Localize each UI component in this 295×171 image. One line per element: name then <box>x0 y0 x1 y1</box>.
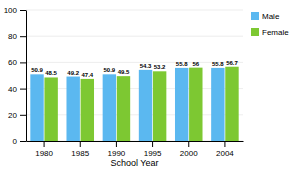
data-label: 53.2 <box>154 64 166 70</box>
tick-label: 2000 <box>180 149 198 158</box>
legend-label: Male <box>262 12 280 21</box>
tick-mark <box>20 10 26 11</box>
tick: 1995 <box>144 141 162 158</box>
legend-item: Male <box>251 12 280 21</box>
tick-mark <box>44 141 45 147</box>
tick: 20 <box>8 111 26 120</box>
tick: 80 <box>8 32 26 41</box>
legend-label: Female <box>262 28 289 37</box>
grid-line <box>26 10 243 11</box>
data-label: 50.9 <box>104 67 116 73</box>
legend-swatch <box>251 28 259 36</box>
data-label: 50.9 <box>31 67 43 73</box>
tick: 1990 <box>108 141 126 158</box>
data-label: 49.5 <box>118 69 130 75</box>
data-label: 47.4 <box>81 72 93 78</box>
bar <box>189 68 202 141</box>
legend-item: Female <box>251 28 289 37</box>
bar <box>81 79 94 141</box>
tick: 2000 <box>180 141 198 158</box>
tick-mark <box>116 141 117 147</box>
bar <box>44 77 57 141</box>
tick-mark <box>20 36 26 37</box>
tick-label: 60 <box>8 58 17 67</box>
tick-mark <box>20 89 26 90</box>
data-label: 48.5 <box>45 70 57 76</box>
tick: 100 <box>4 6 26 15</box>
bar <box>30 74 43 141</box>
data-labels: 50.9 49.2 50.9 54.3 55.8 55.8 48.5 47.4 49.5 53.2… <box>31 60 238 78</box>
data-label: 55.8 <box>212 61 224 67</box>
tick-mark <box>20 141 26 142</box>
axis-line <box>26 11 27 142</box>
legend-swatch <box>251 12 259 20</box>
data-label: 55.8 <box>176 61 188 67</box>
x-axis: 1980 1985 1990 1995 2000 2004 <box>27 141 244 158</box>
tick-mark <box>20 115 26 116</box>
tick-label: 40 <box>8 85 17 94</box>
bar <box>225 67 238 141</box>
grid-line <box>26 36 243 37</box>
chart: 50.9 49.2 50.9 54.3 55.8 55.8 48.5 47.4 49.5 53.2… <box>0 0 295 171</box>
bar <box>175 68 188 141</box>
grid-line <box>26 62 243 63</box>
tick-mark <box>188 141 189 147</box>
tick: 1985 <box>71 141 89 158</box>
bars <box>30 67 238 141</box>
axis-line <box>27 141 244 142</box>
tick: 1980 <box>35 141 53 158</box>
chart-container: 50.9 49.2 50.9 54.3 55.8 55.8 48.5 47.4 49.5 53.2… <box>0 0 295 171</box>
bar <box>211 68 224 141</box>
data-label: 49.2 <box>67 70 79 76</box>
data-label: 54.3 <box>140 63 152 69</box>
tick-mark <box>224 141 225 147</box>
tick: 40 <box>8 85 26 94</box>
tick-label: 1995 <box>144 149 162 158</box>
tick-label: 1985 <box>71 149 89 158</box>
bar <box>103 74 116 141</box>
bar <box>117 76 130 141</box>
legend: Male Female <box>251 12 289 37</box>
tick-label: 100 <box>4 6 18 15</box>
tick: 0 <box>13 137 26 146</box>
tick-label: 0 <box>13 137 18 146</box>
grid-line <box>26 114 243 115</box>
bar-series <box>30 68 224 141</box>
bar <box>66 77 79 141</box>
tick-mark <box>80 141 81 147</box>
tick: 2004 <box>216 141 234 158</box>
y-axis: 0 20 40 60 80 100 <box>4 6 27 146</box>
grid-line <box>26 88 243 89</box>
tick-mark <box>20 62 26 63</box>
data-label: 56.7 <box>226 60 238 66</box>
tick-label: 2004 <box>216 149 234 158</box>
bar-series <box>44 67 238 141</box>
x-axis-title: School Year <box>110 158 158 168</box>
grid-line <box>26 141 243 142</box>
tick: 60 <box>8 58 26 67</box>
data-label: 56 <box>192 61 199 67</box>
tick-mark <box>152 141 153 147</box>
bar <box>139 70 152 141</box>
tick-label: 1980 <box>35 149 53 158</box>
tick-label: 1990 <box>108 149 126 158</box>
bar <box>153 71 166 141</box>
tick-label: 20 <box>8 111 17 120</box>
grid <box>26 10 243 141</box>
tick-label: 80 <box>8 32 17 41</box>
